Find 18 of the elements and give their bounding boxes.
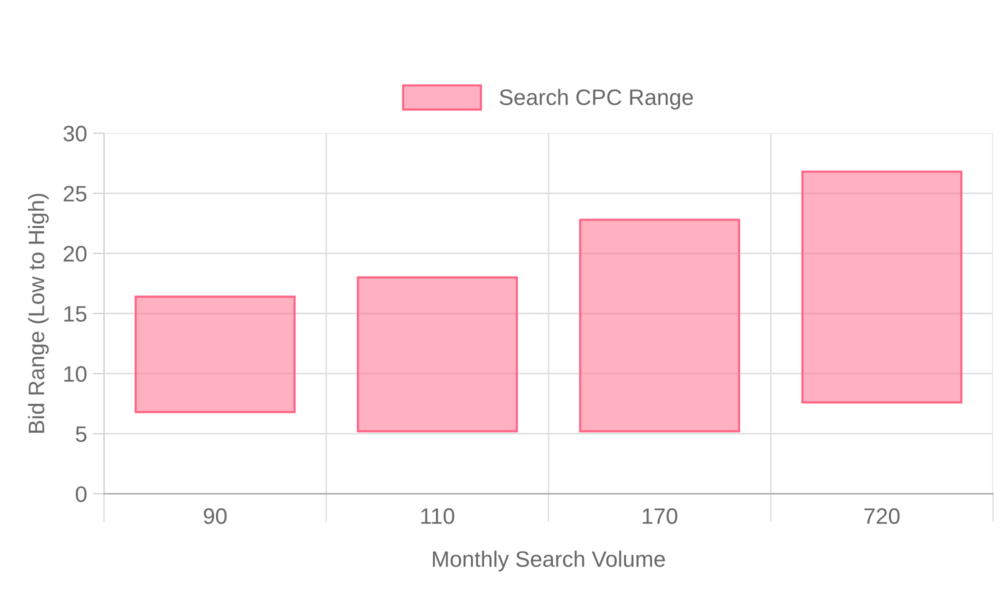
y-tick-label: 0 <box>76 486 86 502</box>
legend-label: Search CPC Range <box>500 88 693 110</box>
y-tick-label: 30 <box>63 126 86 142</box>
bar <box>134 296 296 414</box>
x-tick-label: 170 <box>642 508 678 524</box>
y-tick-label: 5 <box>76 426 86 442</box>
x-axis-title: Monthly Search Volume <box>432 550 665 572</box>
bar <box>801 170 962 404</box>
x-tick-label: 90 <box>204 508 227 524</box>
x-tick-label: 110 <box>421 508 454 524</box>
y-tick-label: 20 <box>64 246 86 262</box>
x-tick-label: 720 <box>864 508 900 524</box>
y-tick-label: 10 <box>64 366 86 382</box>
y-tick-label: 15 <box>64 306 86 322</box>
bar <box>356 276 518 432</box>
bar <box>579 218 740 432</box>
y-axis-title: Bid Range (Low to High) <box>28 194 49 433</box>
y-tick-label: 25 <box>64 186 86 202</box>
